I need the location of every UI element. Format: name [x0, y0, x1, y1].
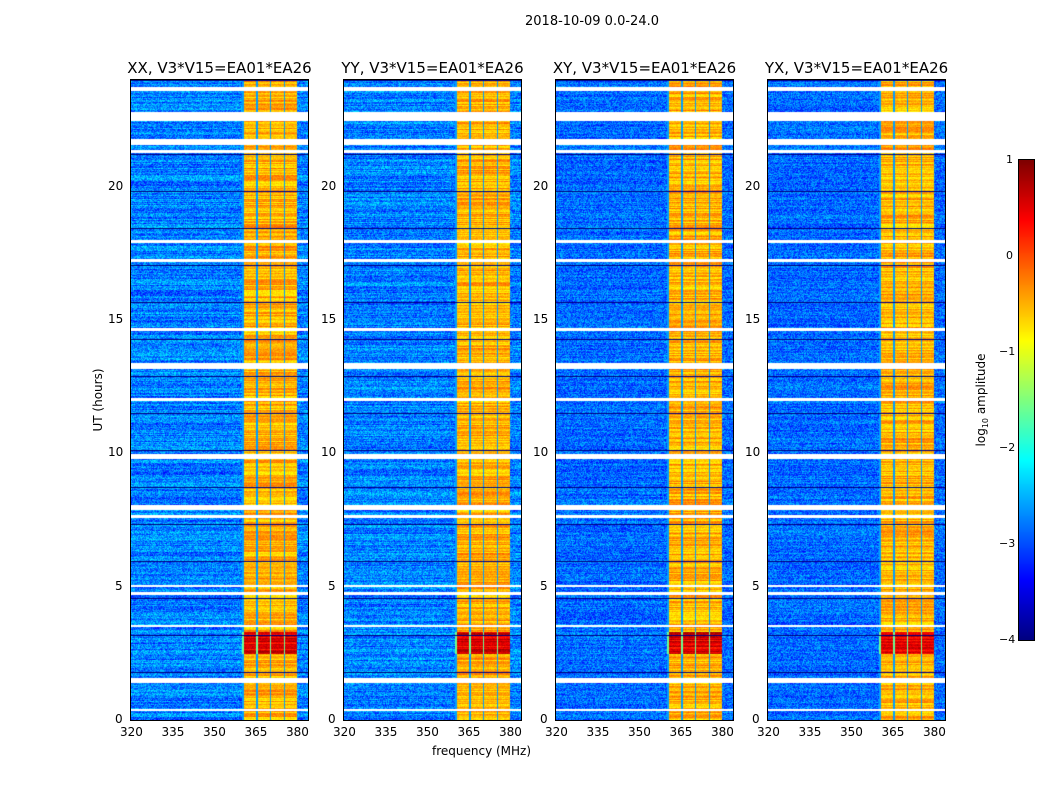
colorbar — [1018, 159, 1035, 641]
colorbar-tick-label: −4 — [999, 633, 1016, 646]
panel-title: XY, V3*V15=EA01*EA26 — [552, 59, 737, 77]
panel-title: YX, V3*V15=EA01*EA26 — [764, 59, 949, 77]
x-axis-label: frequency (MHz) — [432, 744, 532, 758]
y-tick-label: 15 — [321, 312, 337, 326]
colorbar-label: log10 amplitude — [974, 354, 990, 447]
colorbar-label-rest: amplitude — [973, 353, 988, 418]
colorbar-tick-label: 1 — [1006, 153, 1013, 166]
y-axis-label: UT (hours) — [91, 368, 105, 432]
y-tick-label: 10 — [745, 445, 761, 460]
x-tick-label: 380 — [710, 725, 734, 739]
x-tick-label: 380 — [285, 725, 309, 739]
y-tick-label: 20 — [533, 178, 549, 193]
y-tick-label: 5 — [540, 578, 548, 593]
y-tick-label: 20 — [745, 178, 761, 193]
y-tick-label: 10 — [108, 445, 124, 460]
y-tick-label: 15 — [745, 312, 761, 326]
y-tick-label: 15 — [533, 312, 549, 326]
x-tick-label: 350 — [415, 725, 439, 739]
x-tick-label: 365 — [244, 725, 268, 739]
colorbar-tick-label: 0 — [1006, 249, 1013, 262]
colorbar-tick-label: −3 — [999, 537, 1016, 550]
x-tick-label: 380 — [498, 725, 522, 739]
y-tick-label: 10 — [533, 445, 549, 460]
x-tick-label: 335 — [374, 725, 398, 739]
x-tick-label: 320 — [757, 725, 780, 739]
y-tick-label: 0 — [752, 712, 760, 726]
x-tick-label: 350 — [627, 725, 651, 739]
x-tick-label: 380 — [922, 725, 946, 739]
x-tick-label: 365 — [457, 725, 481, 739]
spectrogram-panel — [343, 79, 522, 721]
y-tick-label: 5 — [115, 578, 123, 593]
panel-title: YY, V3*V15=EA01*EA26 — [341, 59, 524, 77]
y-tick-label: 15 — [108, 312, 124, 326]
y-tick-label: 5 — [328, 578, 336, 593]
y-tick-label: 20 — [108, 178, 124, 193]
x-tick-label: 320 — [545, 725, 568, 739]
spectrogram-panel — [767, 79, 946, 721]
y-tick-label: 20 — [321, 178, 337, 193]
colorbar-tick-label: −2 — [999, 441, 1016, 454]
y-tick-label: 0 — [115, 712, 123, 726]
colorbar-tick-label: −1 — [999, 345, 1016, 358]
x-tick-label: 335 — [586, 725, 610, 739]
x-tick-label: 365 — [669, 725, 693, 739]
y-tick-label: 0 — [540, 712, 548, 726]
x-tick-label: 365 — [881, 725, 905, 739]
x-tick-label: 335 — [798, 725, 822, 739]
y-tick-label: 5 — [752, 578, 760, 593]
spectrogram-panel — [130, 79, 309, 721]
figure-suptitle: 2018-10-09 0.0-24.0 — [525, 14, 659, 29]
colorbar-label-log: log — [973, 428, 988, 447]
spectrogram-panel — [555, 79, 734, 721]
colorbar-label-sub: 10 — [981, 417, 991, 429]
y-tick-label: 10 — [321, 445, 337, 460]
panel-title: XX, V3*V15=EA01*EA26 — [127, 59, 312, 77]
x-tick-label: 350 — [202, 725, 226, 739]
x-tick-label: 350 — [839, 725, 863, 739]
y-tick-label: 0 — [328, 712, 336, 726]
x-tick-label: 335 — [161, 725, 185, 739]
x-tick-label: 320 — [120, 725, 143, 739]
x-tick-label: 320 — [333, 725, 356, 739]
